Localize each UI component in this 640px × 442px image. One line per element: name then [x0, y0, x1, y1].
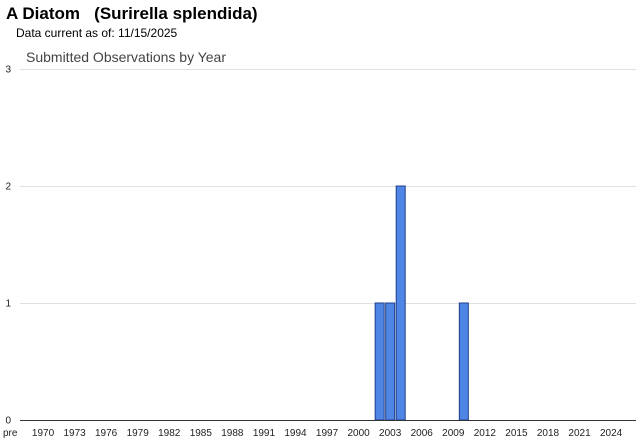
x-tick-label: 2000	[347, 428, 370, 439]
x-tick-label: 1985	[190, 428, 213, 439]
x-tick-label: pre	[3, 428, 18, 439]
bar-2010	[458, 302, 469, 421]
x-tick-label: 2006	[411, 428, 434, 439]
y-tick-label: 2	[5, 182, 11, 193]
y-tick-labels: 0 1 2 3	[5, 65, 11, 427]
x-tick-label: 1973	[63, 428, 86, 439]
x-tick-label: 1994	[284, 428, 307, 439]
x-tick-label: 2015	[505, 428, 528, 439]
x-tick-label: 1997	[316, 428, 339, 439]
bar-2003	[385, 302, 396, 421]
x-tick-label: 1988	[221, 428, 244, 439]
x-tick-label: 2024	[600, 428, 623, 439]
x-tick-label: 1991	[253, 428, 276, 439]
bar-2004	[395, 185, 406, 421]
x-tick-label: 2012	[474, 428, 497, 439]
x-tick-label: 1970	[32, 428, 55, 439]
x-tick-label: 2021	[568, 428, 591, 439]
bar-2002	[374, 302, 385, 421]
x-tick-label: 1982	[158, 428, 181, 439]
y-tick-label: 3	[5, 65, 11, 76]
grid-layer	[20, 69, 636, 304]
x-tick-label: 2009	[442, 428, 465, 439]
x-tick-label: 2003	[379, 428, 402, 439]
chart-title: Submitted Observations by Year	[26, 49, 226, 65]
page-title: A Diatom (Surirella splendida)	[6, 4, 258, 23]
x-tick-label: 1976	[95, 428, 118, 439]
y-tick-label: 0	[5, 416, 11, 427]
x-tick-label: 2018	[537, 428, 560, 439]
y-tick-label: 1	[5, 299, 11, 310]
x-tick-label: 1979	[127, 428, 150, 439]
x-tick-labels: pre 1970 1973 1976 1979 1982 1985 1988 1991 1994 1…	[3, 428, 623, 439]
data-date-subtitle: Data current as of: 11/15/2025	[16, 26, 178, 40]
